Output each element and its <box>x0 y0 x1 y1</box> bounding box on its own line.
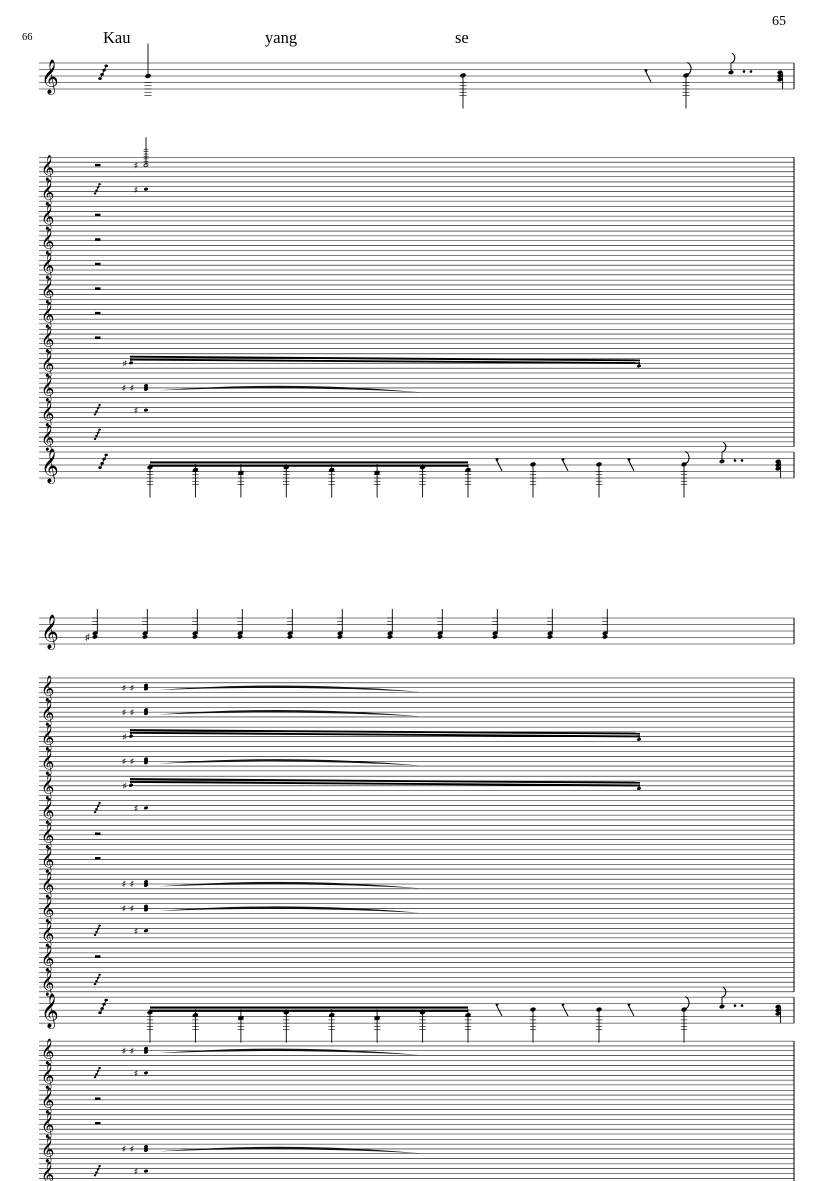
svg-text:♯: ♯ <box>134 1167 138 1176</box>
svg-text:♯: ♯ <box>130 707 134 716</box>
svg-text:𝄞: 𝄞 <box>41 179 54 205</box>
svg-text:𝄞: 𝄞 <box>41 302 54 328</box>
svg-text:𝄞: 𝄞 <box>41 155 54 181</box>
svg-text:𝄞: 𝄞 <box>41 60 59 96</box>
svg-text:♯: ♯ <box>130 879 134 888</box>
svg-text:𝄞: 𝄞 <box>41 724 54 750</box>
svg-text:♯: ♯ <box>134 185 138 194</box>
svg-text:♯: ♯ <box>122 707 126 716</box>
svg-text:𝄞: 𝄞 <box>41 278 54 304</box>
svg-text:𝄞: 𝄞 <box>41 1161 54 1181</box>
svg-text:♯: ♯ <box>122 1144 126 1153</box>
svg-text:𝄞: 𝄞 <box>41 896 54 922</box>
svg-text:♯: ♯ <box>122 683 126 692</box>
svg-text:𝄞: 𝄞 <box>41 945 54 971</box>
svg-text:♯: ♯ <box>122 756 126 765</box>
svg-text:♯: ♯ <box>134 406 138 415</box>
svg-text:𝄞: 𝄞 <box>41 1112 54 1138</box>
svg-text:♯: ♯ <box>134 926 138 935</box>
svg-text:𝄞: 𝄞 <box>41 1039 54 1065</box>
svg-text:𝄞: 𝄞 <box>41 425 54 451</box>
svg-text:𝄞: 𝄞 <box>41 798 54 824</box>
svg-text:𝄞: 𝄞 <box>41 615 59 651</box>
svg-text:𝄞: 𝄞 <box>41 774 54 800</box>
svg-text:♯: ♯ <box>134 161 138 170</box>
svg-text:𝄞: 𝄞 <box>41 253 54 279</box>
svg-text:𝄞: 𝄞 <box>41 351 54 377</box>
svg-text:♯: ♯ <box>134 804 138 813</box>
svg-text:♯: ♯ <box>123 732 127 741</box>
svg-text:𝄞: 𝄞 <box>41 400 54 426</box>
svg-text:𝄞: 𝄞 <box>41 994 59 1030</box>
svg-text:𝄞: 𝄞 <box>41 847 54 873</box>
svg-text:𝄞: 𝄞 <box>41 921 54 947</box>
svg-text:♯: ♯ <box>123 359 127 368</box>
svg-text:♯: ♯ <box>122 383 126 392</box>
svg-text:𝄞: 𝄞 <box>41 675 54 701</box>
svg-text:♯: ♯ <box>130 756 134 765</box>
svg-text:𝄞: 𝄞 <box>41 376 54 402</box>
svg-text:♯: ♯ <box>130 1046 134 1055</box>
svg-text:♯: ♯ <box>130 904 134 913</box>
svg-text:𝄞: 𝄞 <box>41 970 54 996</box>
svg-text:♯: ♯ <box>85 632 90 642</box>
svg-text:𝄞: 𝄞 <box>41 1137 54 1163</box>
svg-text:♯: ♯ <box>122 879 126 888</box>
svg-text:♯: ♯ <box>122 1046 126 1055</box>
svg-text:♯: ♯ <box>134 1069 138 1078</box>
svg-text:♯: ♯ <box>130 1144 134 1153</box>
svg-text:𝄞: 𝄞 <box>41 449 59 485</box>
svg-text:𝄞: 𝄞 <box>41 823 54 849</box>
svg-text:𝄞: 𝄞 <box>41 1063 54 1089</box>
svg-text:𝄞: 𝄞 <box>41 228 54 254</box>
svg-text:♯: ♯ <box>123 781 127 790</box>
svg-text:𝄞: 𝄞 <box>41 1088 54 1114</box>
svg-text:♯: ♯ <box>130 383 134 392</box>
svg-text:𝄞: 𝄞 <box>41 700 54 726</box>
svg-text:𝄞: 𝄞 <box>41 327 54 353</box>
svg-text:♯: ♯ <box>122 904 126 913</box>
svg-text:𝄞: 𝄞 <box>41 749 54 775</box>
svg-text:𝄞: 𝄞 <box>41 204 54 230</box>
svg-text:𝄞: 𝄞 <box>41 872 54 898</box>
svg-text:♯: ♯ <box>130 683 134 692</box>
